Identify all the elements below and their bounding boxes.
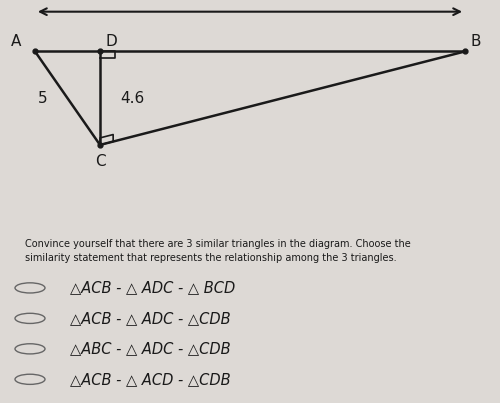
Text: 5: 5 (38, 91, 48, 106)
Text: △ACB - △ ACD - △CDB: △ACB - △ ACD - △CDB (70, 372, 230, 387)
Text: D: D (105, 34, 117, 49)
Text: 13: 13 (240, 0, 260, 2)
Text: 4.6: 4.6 (120, 91, 144, 106)
Text: △ACB - △ ADC - △ BCD: △ACB - △ ADC - △ BCD (70, 280, 235, 295)
Text: A: A (10, 34, 21, 49)
Text: Convince yourself that there are 3 similar triangles in the diagram. Choose the
: Convince yourself that there are 3 simil… (25, 239, 411, 263)
Text: △ACB - △ ADC - △CDB: △ACB - △ ADC - △CDB (70, 311, 230, 326)
Text: △ABC - △ ADC - △CDB: △ABC - △ ADC - △CDB (70, 341, 230, 356)
Text: C: C (94, 154, 106, 169)
Text: B: B (470, 34, 480, 49)
